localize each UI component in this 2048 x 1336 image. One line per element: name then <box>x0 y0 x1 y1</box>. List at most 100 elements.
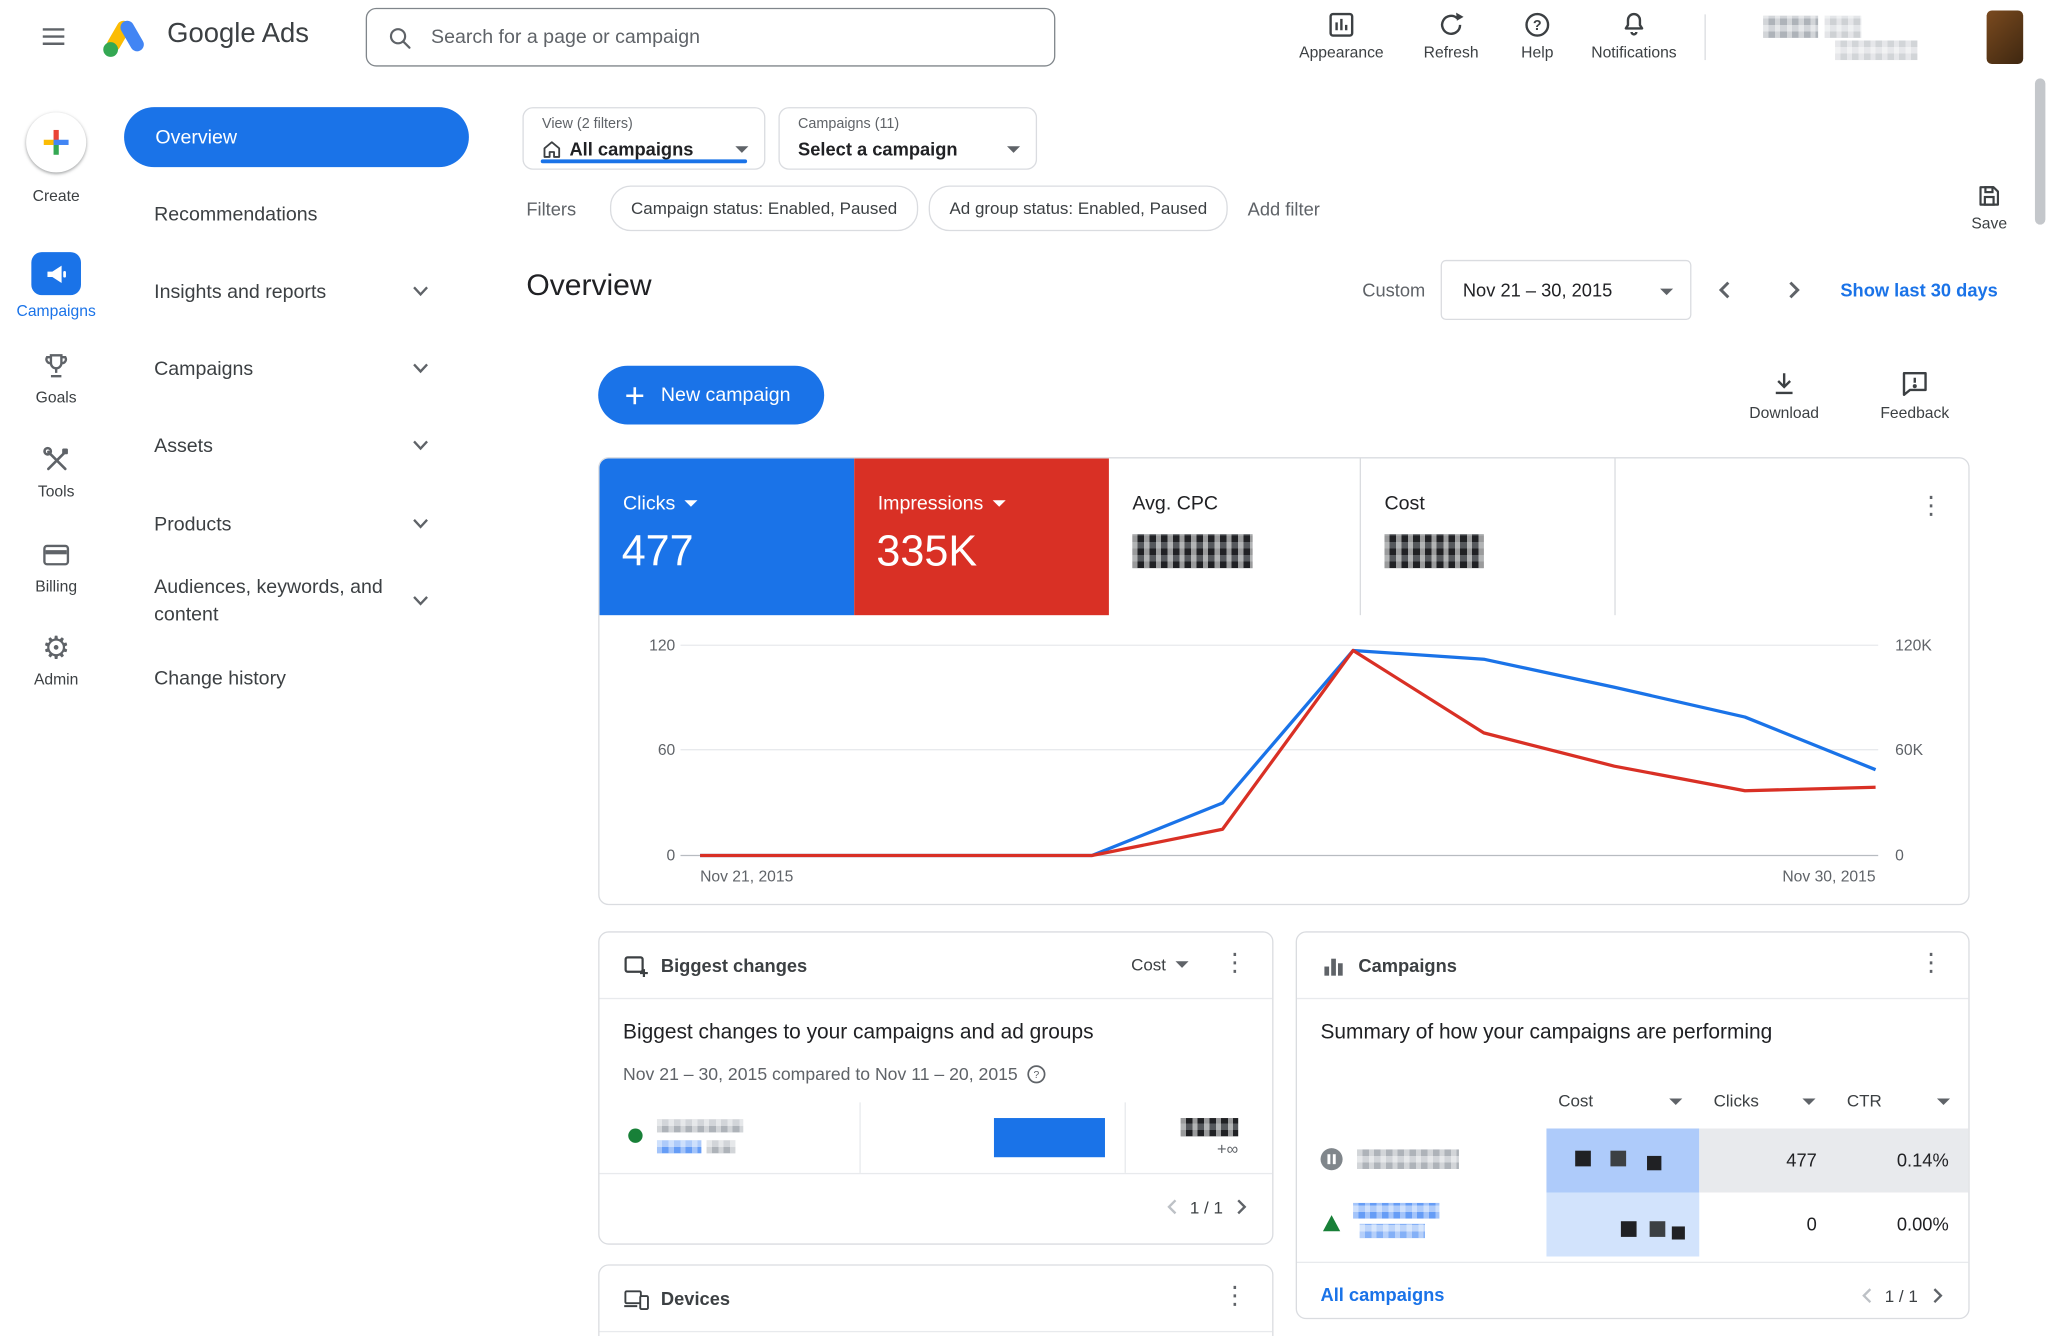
row-divider <box>1296 1261 1969 1264</box>
cost-value-redacted <box>1384 534 1484 569</box>
nav-item-change-history[interactable]: Change history <box>154 666 286 689</box>
campaigns-icon <box>31 252 81 296</box>
feedback-icon <box>1900 370 1929 399</box>
scorecard-clicks[interactable]: Clicks 477 <box>599 458 855 616</box>
nav-item-recommendations[interactable]: Recommendations <box>154 203 318 226</box>
refresh-button[interactable]: Refresh <box>1392 10 1510 61</box>
clicks-value: 477 <box>621 526 694 575</box>
pagination-label: 1 / 1 <box>1884 1286 1918 1307</box>
global-search[interactable] <box>365 7 1056 67</box>
nav-item-campaigns[interactable]: Campaigns <box>112 337 491 400</box>
svg-text:?: ? <box>1034 1070 1040 1081</box>
save-button[interactable]: Save <box>1962 183 2017 232</box>
help-circle-icon[interactable]: ? <box>1027 1064 1047 1084</box>
add-filter-button[interactable]: Add filter <box>1247 197 1320 219</box>
page-title: Overview <box>526 267 652 302</box>
scrollbar-thumb[interactable] <box>2034 78 2046 225</box>
filter-chip-ad-group-status[interactable]: Ad group status: Enabled, Paused <box>928 185 1229 232</box>
all-campaigns-link[interactable]: All campaigns <box>1320 1283 1445 1305</box>
campaign-name-redacted <box>1357 1149 1459 1169</box>
nav-item-products[interactable]: Products <box>112 492 491 555</box>
more-options-icon[interactable]: ⋮ <box>1222 949 1248 977</box>
previous-date-range-button[interactable] <box>1708 273 1742 307</box>
filter-chip-campaign-status[interactable]: Campaign status: Enabled, Paused <box>610 185 919 232</box>
nav-item-assets[interactable]: Assets <box>112 414 491 477</box>
card-heading: Summary of how your campaigns are perfor… <box>1320 1021 1773 1044</box>
table-row[interactable]: 0 0.00% <box>1297 1192 1968 1257</box>
card-heading: Biggest changes to your campaigns and ad… <box>623 1021 1094 1044</box>
view-selector[interactable]: View (2 filters) All campaigns <box>522 107 766 170</box>
section-nav: Overview Recommendations Insights and re… <box>112 74 518 1336</box>
card-header: Devices ⋮ <box>599 1266 1273 1333</box>
appearance-button[interactable]: Appearance <box>1283 10 1401 61</box>
feedback-button[interactable]: Feedback <box>1869 370 1960 422</box>
date-range-picker[interactable]: Nov 21 – 30, 2015 <box>1440 259 1692 320</box>
more-options-icon[interactable]: ⋮ <box>1918 949 1944 977</box>
devices-card: Devices ⋮ <box>598 1264 1274 1336</box>
ctr-value: 0.00% <box>1896 1213 1949 1235</box>
dropdown-arrow-icon <box>684 500 698 507</box>
dropdown-arrow-icon <box>1007 146 1021 153</box>
row-divider <box>599 1172 1273 1175</box>
sidebar-item-goals[interactable]: Goals <box>0 350 112 406</box>
scorecard-avg-cpc[interactable]: Avg. CPC <box>1109 458 1361 616</box>
show-last-30-days-link[interactable]: Show last 30 days <box>1840 279 1998 301</box>
left-axis-tick: 0 <box>666 846 676 865</box>
column-header-ctr[interactable]: CTR <box>1846 1090 1882 1111</box>
goals-icon <box>40 350 71 381</box>
column-header-cost[interactable]: Cost <box>1558 1090 1594 1111</box>
table-row[interactable]: 477 0.14% <box>1297 1128 1969 1193</box>
download-button[interactable]: Download <box>1738 370 1829 422</box>
new-campaign-button[interactable]: New campaign <box>598 365 825 425</box>
clicks-value: 477 <box>1786 1149 1817 1171</box>
next-date-range-button[interactable] <box>1776 273 1810 307</box>
nav-item-audiences-keywords-content[interactable]: Audiences, keywords, and content <box>112 569 491 632</box>
account-name-redacted <box>1763 15 1819 38</box>
help-button[interactable]: ? Help <box>1479 10 1597 61</box>
search-icon <box>367 24 428 50</box>
eligible-status-icon <box>1320 1212 1342 1234</box>
nav-item-overview[interactable]: Overview <box>124 107 469 168</box>
pagination-prev-icon[interactable] <box>1857 1285 1878 1306</box>
left-axis-tick: 120 <box>649 636 676 655</box>
create-button[interactable] <box>26 112 87 173</box>
pagination-next-icon[interactable] <box>1927 1285 1948 1306</box>
nav-item-insights-and-reports[interactable]: Insights and reports <box>112 260 491 323</box>
scorecard-impressions[interactable]: Impressions 335K <box>854 458 1109 616</box>
metric-selector[interactable]: Cost <box>1131 955 1189 974</box>
cost-cell-redacted <box>1546 1192 1700 1257</box>
notifications-button[interactable]: Notifications <box>1575 10 1693 61</box>
create-plus-icon <box>43 129 69 155</box>
biggest-changes-card: Biggest changes Cost ⋮ Biggest changes t… <box>598 931 1274 1245</box>
chart-more-options-icon[interactable]: ⋮ <box>1918 492 1944 520</box>
menu-icon[interactable] <box>39 22 68 51</box>
right-axis-tick: 60K <box>1895 740 1924 759</box>
change-row[interactable]: +∞ <box>600 1102 1273 1173</box>
search-input[interactable] <box>428 24 1055 50</box>
avatar[interactable] <box>1986 10 2024 64</box>
scorecard-cost[interactable]: Cost <box>1361 458 1616 616</box>
campaign-name-redacted <box>1359 1223 1425 1239</box>
series-clicks-line <box>700 648 1877 858</box>
column-header-clicks[interactable]: Clicks <box>1713 1090 1759 1111</box>
sidebar-item-billing[interactable]: Billing <box>0 539 112 596</box>
column-divider <box>859 1102 861 1173</box>
pagination-next-icon[interactable] <box>1230 1196 1251 1217</box>
create-label: Create <box>32 186 80 206</box>
sidebar-item-campaigns[interactable]: Campaigns <box>0 252 112 320</box>
status-dot-icon <box>628 1128 643 1143</box>
dropdown-arrow-icon <box>735 146 749 153</box>
series-impressions-line <box>700 648 1876 858</box>
top-bar: Google Ads Appearance Refresh ? Help Not… <box>0 0 2048 75</box>
paused-status-icon <box>1319 1147 1344 1172</box>
pagination-prev-icon[interactable] <box>1162 1196 1183 1217</box>
sidebar-item-admin[interactable]: ⚙ Admin <box>33 629 79 689</box>
card-header: Campaigns ⋮ <box>1296 933 1969 1000</box>
cost-cell-redacted <box>1546 1128 1700 1193</box>
campaign-selector[interactable]: Campaigns (11) Select a campaign <box>778 107 1038 170</box>
home-icon <box>542 139 562 159</box>
avg-cpc-value-redacted <box>1132 534 1253 569</box>
sidebar-item-tools[interactable]: Tools <box>0 444 112 500</box>
more-options-icon[interactable]: ⋮ <box>1222 1282 1248 1311</box>
